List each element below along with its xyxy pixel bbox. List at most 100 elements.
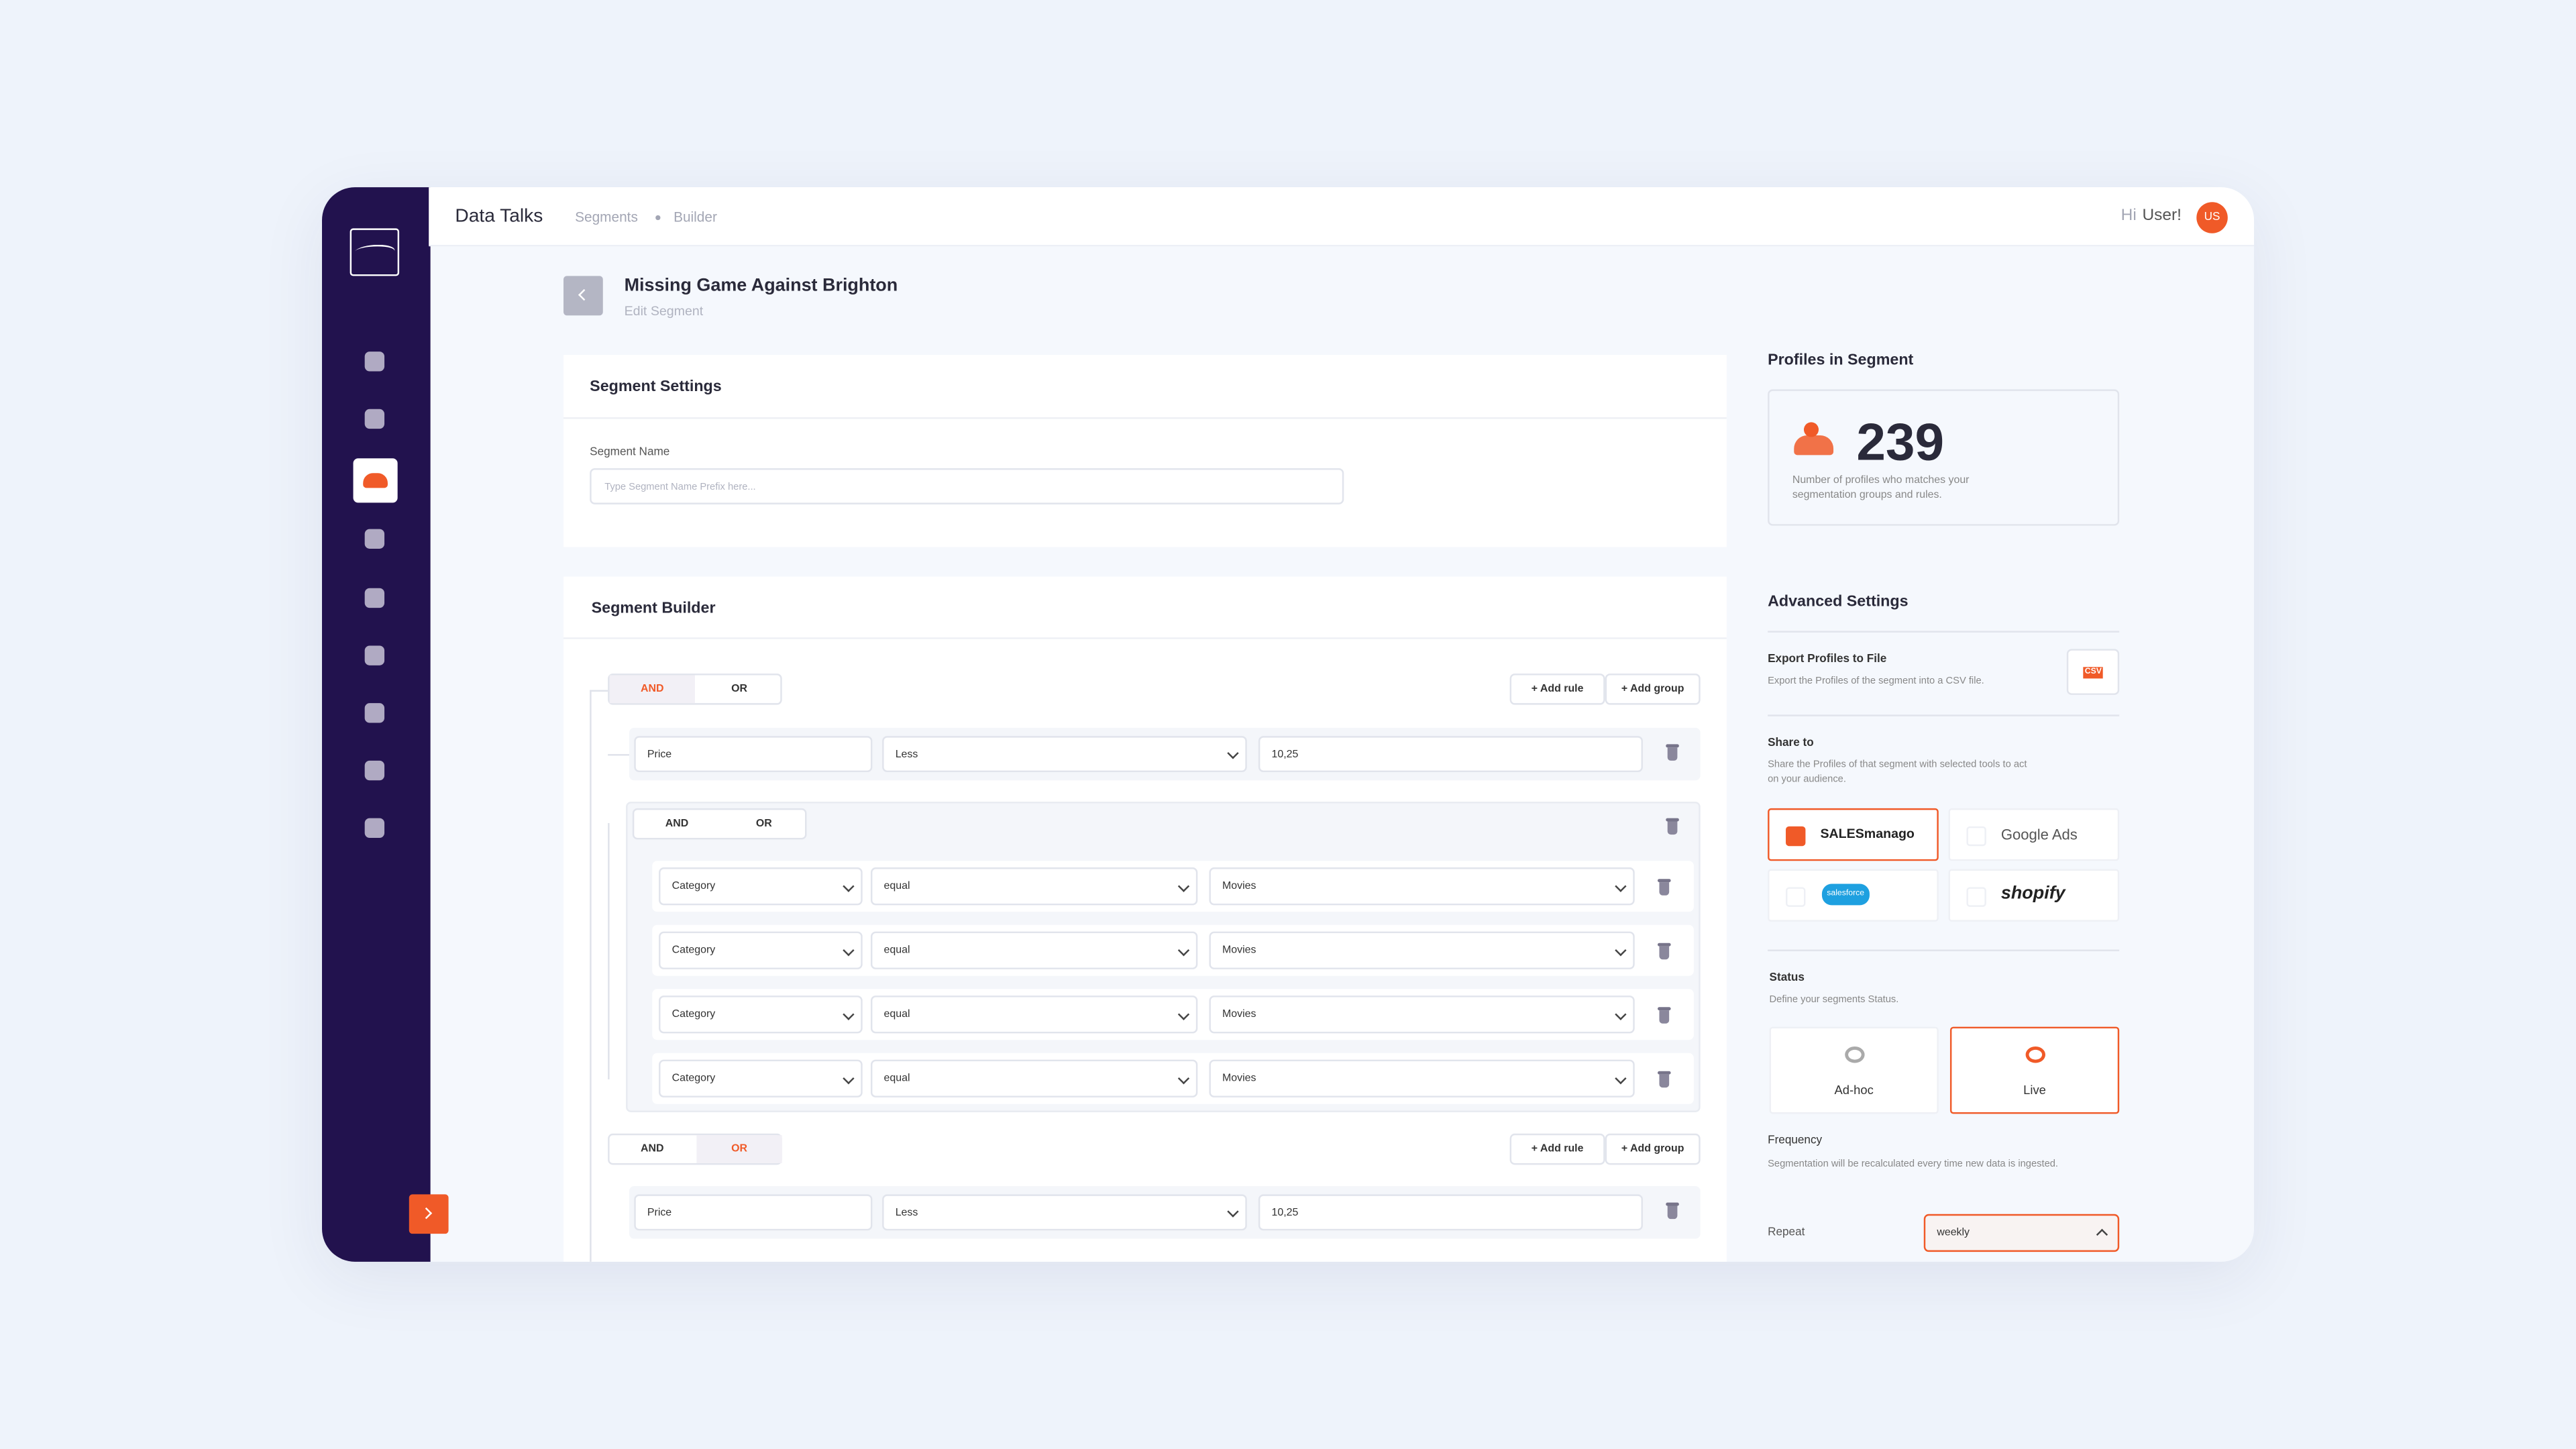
trash-icon[interactable]	[1659, 1010, 1670, 1024]
toggle-label: OR	[731, 1143, 747, 1155]
text-input[interactable]: Price	[634, 1194, 873, 1231]
dropdown[interactable]: Less	[882, 736, 1247, 773]
chevron-icon	[1227, 747, 1239, 759]
field-value: Movies	[1222, 945, 1256, 957]
section-title: Profiles in Segment	[1768, 352, 1914, 370]
chevron-icon	[1227, 1205, 1239, 1218]
setting-description: Segmentation will be recalculated every …	[1768, 1159, 2058, 1170]
trash-lid[interactable]	[1658, 943, 1671, 946]
nav-icon[interactable]	[364, 529, 385, 549]
nav-icon[interactable]	[364, 703, 385, 723]
expand-button[interactable]	[409, 1194, 449, 1234]
nav-icon[interactable]	[363, 473, 388, 488]
placeholder: Type Segment Name Prefix here...	[604, 483, 756, 493]
csv-icon-label: CSV	[2083, 667, 2104, 679]
chevron-icon	[1177, 879, 1190, 892]
checkbox[interactable]	[1966, 887, 1986, 907]
status-option[interactable]: Ad-hoc	[1769, 1026, 1939, 1114]
profile-count: 239	[1856, 412, 1945, 472]
trash-lid[interactable]	[1666, 818, 1679, 821]
trash-lid[interactable]	[1658, 879, 1671, 881]
nav-icon[interactable]	[364, 645, 385, 665]
trash-lid[interactable]	[1658, 1071, 1671, 1074]
dropdown[interactable]: Movies	[1209, 931, 1635, 969]
trash-icon[interactable]	[1659, 1074, 1670, 1088]
page-subtitle: Edit Segment	[624, 304, 704, 319]
toggle-option[interactable]: AND	[634, 810, 719, 838]
dropdown[interactable]: Category	[659, 867, 863, 906]
toggle-option[interactable]: AND	[609, 675, 695, 704]
dropdown[interactable]: equal	[870, 931, 1198, 969]
back-button[interactable]	[564, 276, 603, 316]
avatar[interactable]: US	[2196, 202, 2228, 233]
dropdown[interactable]: equal	[870, 996, 1198, 1034]
tool-logo: shopify	[2000, 883, 2065, 904]
chevron-icon	[843, 943, 855, 956]
trash-lid[interactable]	[1666, 1202, 1679, 1205]
add-button[interactable]: + Add group	[1605, 674, 1701, 705]
toggle-option[interactable]: AND	[610, 1135, 695, 1163]
chevron-icon	[1177, 1008, 1190, 1020]
checkbox[interactable]	[1786, 826, 1806, 847]
add-button[interactable]: + Add rule	[1509, 674, 1605, 705]
share-tool-tile[interactable]: Google Ads	[1948, 808, 2120, 861]
text-input[interactable]: Price	[634, 736, 873, 773]
checkbox[interactable]	[1966, 826, 1986, 847]
setting-title: Status	[1769, 972, 1805, 984]
field-value: Movies	[1222, 880, 1256, 892]
dropdown[interactable]: Movies	[1209, 867, 1635, 906]
export-button[interactable]: CSV	[2066, 649, 2120, 695]
dropdown[interactable]: Movies	[1209, 996, 1635, 1034]
toggle-label: OR	[755, 818, 772, 830]
breadcrumb: Builder	[674, 209, 717, 225]
nav-icon[interactable]	[364, 818, 385, 838]
trash-icon[interactable]	[1667, 747, 1678, 761]
dropdown[interactable]: equal	[870, 1059, 1198, 1097]
toggle-option[interactable]: OR	[696, 676, 782, 704]
greeting: Hi	[2121, 207, 2137, 225]
field-value: equal	[883, 1073, 910, 1085]
share-tool-tile[interactable]: salesforce	[1768, 869, 1939, 922]
logo	[350, 228, 400, 276]
share-tool-tile[interactable]: SALESmanago	[1768, 808, 1939, 861]
toggle-option[interactable]: OR	[721, 810, 806, 838]
add-button[interactable]: + Add group	[1605, 1133, 1701, 1165]
add-button[interactable]: + Add rule	[1509, 1133, 1605, 1165]
toggle-option[interactable]: OR	[696, 1135, 782, 1163]
trash-lid[interactable]	[1658, 1007, 1671, 1010]
segment-name-input[interactable]: Type Segment Name Prefix here...	[590, 468, 1344, 504]
divider	[564, 417, 1727, 419]
text-input[interactable]: 10,25	[1258, 1194, 1643, 1231]
panel-title: Segment Settings	[590, 378, 722, 396]
nav-icon[interactable]	[364, 409, 385, 429]
dropdown[interactable]: Category	[659, 996, 863, 1034]
dropdown[interactable]: Category	[659, 1059, 863, 1097]
and-or-toggle: AND OR	[632, 808, 807, 840]
share-tool-tile[interactable]: shopify	[1948, 869, 2120, 922]
chevron-icon	[1615, 1008, 1627, 1020]
repeat-select[interactable]: weekly	[1923, 1214, 2120, 1252]
toggle-label: OR	[731, 683, 747, 695]
status-label: Ad-hoc	[1834, 1082, 1874, 1097]
trash-icon[interactable]	[1659, 882, 1670, 896]
chevron-icon	[843, 879, 855, 892]
dropdown[interactable]: Movies	[1209, 1059, 1635, 1097]
text-input[interactable]: 10,25	[1258, 736, 1643, 773]
status-option[interactable]: Live	[1949, 1026, 2120, 1114]
dropdown[interactable]: Category	[659, 931, 863, 969]
checkbox[interactable]	[1786, 887, 1806, 907]
nav-icon[interactable]	[364, 760, 385, 781]
and-or-toggle: AND OR	[608, 1133, 782, 1165]
trash-icon[interactable]	[1659, 946, 1670, 960]
setting-description: Export the Profiles of the segment into …	[1768, 676, 1984, 687]
page-title: Missing Game Against Brighton	[624, 276, 898, 296]
field-value: Movies	[1222, 1073, 1256, 1085]
trash-lid[interactable]	[1666, 744, 1679, 747]
nav-icon[interactable]	[364, 352, 385, 372]
dropdown[interactable]: equal	[870, 867, 1198, 906]
trash-icon[interactable]	[1667, 821, 1678, 835]
trash-icon[interactable]	[1667, 1205, 1678, 1220]
dropdown[interactable]: Less	[882, 1194, 1247, 1231]
setting-title: Share to	[1768, 737, 1814, 749]
nav-icon[interactable]	[364, 588, 385, 608]
